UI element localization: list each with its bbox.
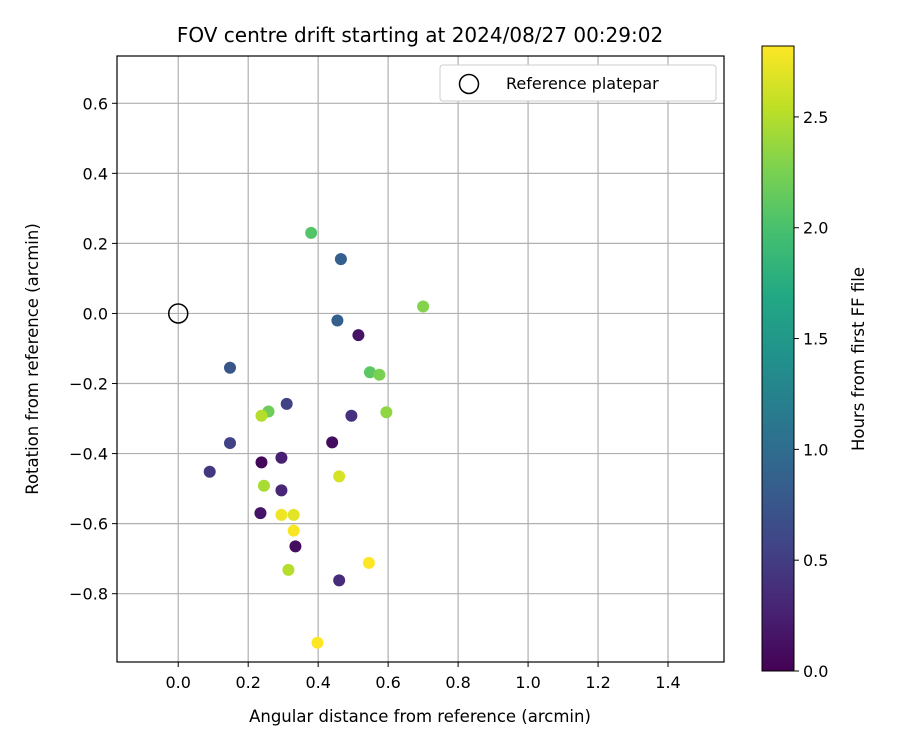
- legend: Reference platepar: [439, 64, 717, 102]
- data-point: [254, 507, 267, 520]
- data-point: [417, 300, 430, 313]
- x-tick-label: 1.2: [585, 673, 610, 692]
- data-point: [287, 508, 300, 521]
- y-tick-label: −0.6: [69, 515, 108, 534]
- grid: [117, 56, 724, 662]
- reference-marker-group: [167, 303, 189, 324]
- data-point: [275, 451, 288, 464]
- data-point: [363, 366, 376, 379]
- colorbar-ticks: 0.0 0.5 1.0 1.5 2.0 2.5: [794, 108, 828, 681]
- data-point: [373, 368, 386, 381]
- colorbar-tick-label: 2.0: [803, 219, 828, 238]
- plot-frame: [116, 55, 725, 663]
- colorbar-label: Hours from first FF file: [849, 267, 868, 451]
- x-axis-ticks: 0.0 0.2 0.4 0.6 0.8 1.0 1.2 1.4: [165, 662, 681, 692]
- data-point: [275, 484, 288, 497]
- data-point: [380, 406, 393, 419]
- colorbar-tick-label: 0.0: [803, 662, 828, 681]
- data-point: [333, 574, 346, 587]
- colorbar-tick-label: 2.5: [803, 108, 828, 127]
- data-point: [289, 540, 302, 553]
- y-axis-ticks: 0.6 0.4 0.2 0.0 −0.2 −0.4 −0.6 −0.8: [69, 94, 117, 604]
- data-point: [224, 361, 237, 374]
- data-points: [203, 226, 430, 649]
- data-point: [333, 470, 346, 483]
- legend-label: Reference platepar: [506, 74, 659, 93]
- data-point: [280, 397, 293, 410]
- data-point: [352, 329, 365, 342]
- y-tick-label: −0.4: [69, 445, 108, 464]
- y-tick-label: 0.6: [83, 94, 108, 113]
- colorbar-tick-label: 1.5: [803, 330, 828, 349]
- legend-reference-marker: [458, 73, 480, 95]
- x-tick-label: 1.4: [655, 673, 680, 692]
- legend-box: [439, 64, 717, 102]
- y-tick-label: −0.8: [69, 585, 108, 604]
- y-tick-label: 0.4: [83, 164, 108, 183]
- colorbar-tick-label: 0.5: [803, 551, 828, 570]
- data-point: [331, 314, 344, 327]
- y-tick-label: −0.2: [69, 375, 108, 394]
- data-point: [334, 253, 347, 266]
- reference-platepar-marker: [167, 303, 189, 324]
- data-point: [311, 636, 324, 649]
- data-point: [345, 409, 358, 422]
- data-point: [203, 465, 216, 478]
- data-point: [326, 436, 339, 449]
- y-axis-label: Rotation from reference (arcmin): [23, 223, 42, 495]
- colorbar: 0.0 0.5 1.0 1.5 2.0 2.5 Hours from first FF f…: [761, 45, 868, 681]
- data-point: [287, 524, 300, 537]
- data-point: [255, 409, 268, 422]
- x-tick-label: 1.0: [515, 673, 540, 692]
- data-point: [224, 437, 237, 450]
- data-point: [362, 556, 375, 569]
- data-point: [255, 456, 268, 469]
- data-point: [275, 508, 288, 521]
- data-point: [282, 563, 295, 576]
- x-tick-label: 0.6: [375, 673, 400, 692]
- y-tick-label: 0.0: [83, 304, 108, 323]
- colorbar-gradient: [761, 45, 795, 672]
- x-tick-label: 0.8: [445, 673, 470, 692]
- x-axis-label: Angular distance from reference (arcmin): [249, 707, 591, 726]
- colorbar-tick-label: 1.0: [803, 440, 828, 459]
- data-point: [305, 226, 318, 239]
- x-tick-label: 0.4: [305, 673, 330, 692]
- data-point: [257, 479, 270, 492]
- x-tick-label: 0.0: [165, 673, 190, 692]
- chart-title: FOV centre drift starting at 2024/08/27 …: [177, 23, 663, 47]
- x-tick-label: 0.2: [235, 673, 260, 692]
- y-tick-label: 0.2: [83, 234, 108, 253]
